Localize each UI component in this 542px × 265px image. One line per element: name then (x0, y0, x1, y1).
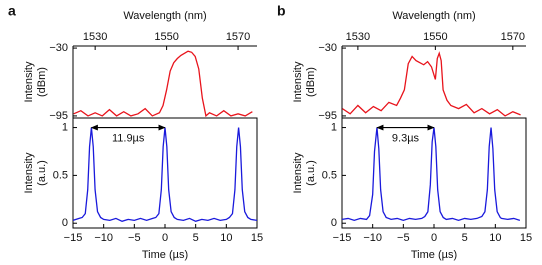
y-axis-label: (a.u.) (305, 160, 317, 186)
y-tick-label: −95 (318, 110, 337, 122)
x-tick-label: 10 (489, 232, 501, 244)
y-tick-label: 0.5 (53, 169, 68, 181)
x-tick-label: 1530 (346, 31, 370, 43)
x-tick-label: −10 (363, 232, 382, 244)
data-line (73, 50, 253, 118)
y-axis-label: Intensity (292, 152, 304, 193)
x-axis-label: Wavelength (nm) (392, 10, 475, 22)
y-axis-label: (dBm) (36, 67, 48, 97)
y-tick-label: 1 (62, 121, 68, 133)
x-axis-label: Time (µs) (142, 249, 188, 261)
data-line (73, 127, 257, 222)
x-tick-label: 0 (162, 232, 168, 244)
y-tick-label: 0 (62, 217, 68, 229)
y-tick-label: 1 (331, 121, 337, 133)
annotation-text: 9.3µs (392, 132, 420, 144)
panel-label: b (277, 3, 286, 19)
y-axis-label: Intensity (23, 152, 35, 193)
x-axis-label: Wavelength (nm) (123, 10, 206, 22)
x-tick-label: −10 (94, 232, 113, 244)
axis-frame (72, 117, 258, 229)
annotation-text: 11.9µs (112, 132, 145, 144)
x-axis-label: Time (µs) (411, 249, 457, 261)
x-tick-label: 5 (462, 232, 468, 244)
panel-label: a (8, 3, 16, 19)
x-tick-label: 1570 (226, 31, 250, 43)
x-tick-label: −5 (128, 232, 141, 244)
y-tick-label: 0 (331, 217, 337, 229)
y-tick-label: 0.5 (322, 169, 337, 181)
x-tick-label: 1550 (154, 31, 178, 43)
y-axis-label: Intensity (292, 61, 304, 102)
x-tick-label: 1530 (83, 31, 107, 43)
y-tick-label: −30 (318, 42, 337, 54)
x-tick-label: 10 (220, 232, 232, 244)
x-tick-label: 1570 (501, 31, 525, 43)
y-tick-label: −95 (49, 110, 68, 122)
x-tick-label: 15 (520, 232, 532, 244)
y-axis-label: (a.u.) (36, 160, 48, 186)
data-line (342, 127, 521, 222)
x-tick-label: 15 (251, 232, 263, 244)
y-axis-label: Intensity (23, 61, 35, 102)
x-tick-label: 1550 (423, 31, 447, 43)
data-line (342, 51, 521, 117)
x-tick-label: −5 (397, 232, 410, 244)
x-tick-label: −15 (333, 232, 352, 244)
x-tick-label: 0 (431, 232, 437, 244)
y-tick-label: −30 (49, 42, 68, 54)
x-tick-label: 5 (193, 232, 199, 244)
x-tick-label: −15 (64, 232, 83, 244)
y-axis-label: (dBm) (305, 67, 317, 97)
